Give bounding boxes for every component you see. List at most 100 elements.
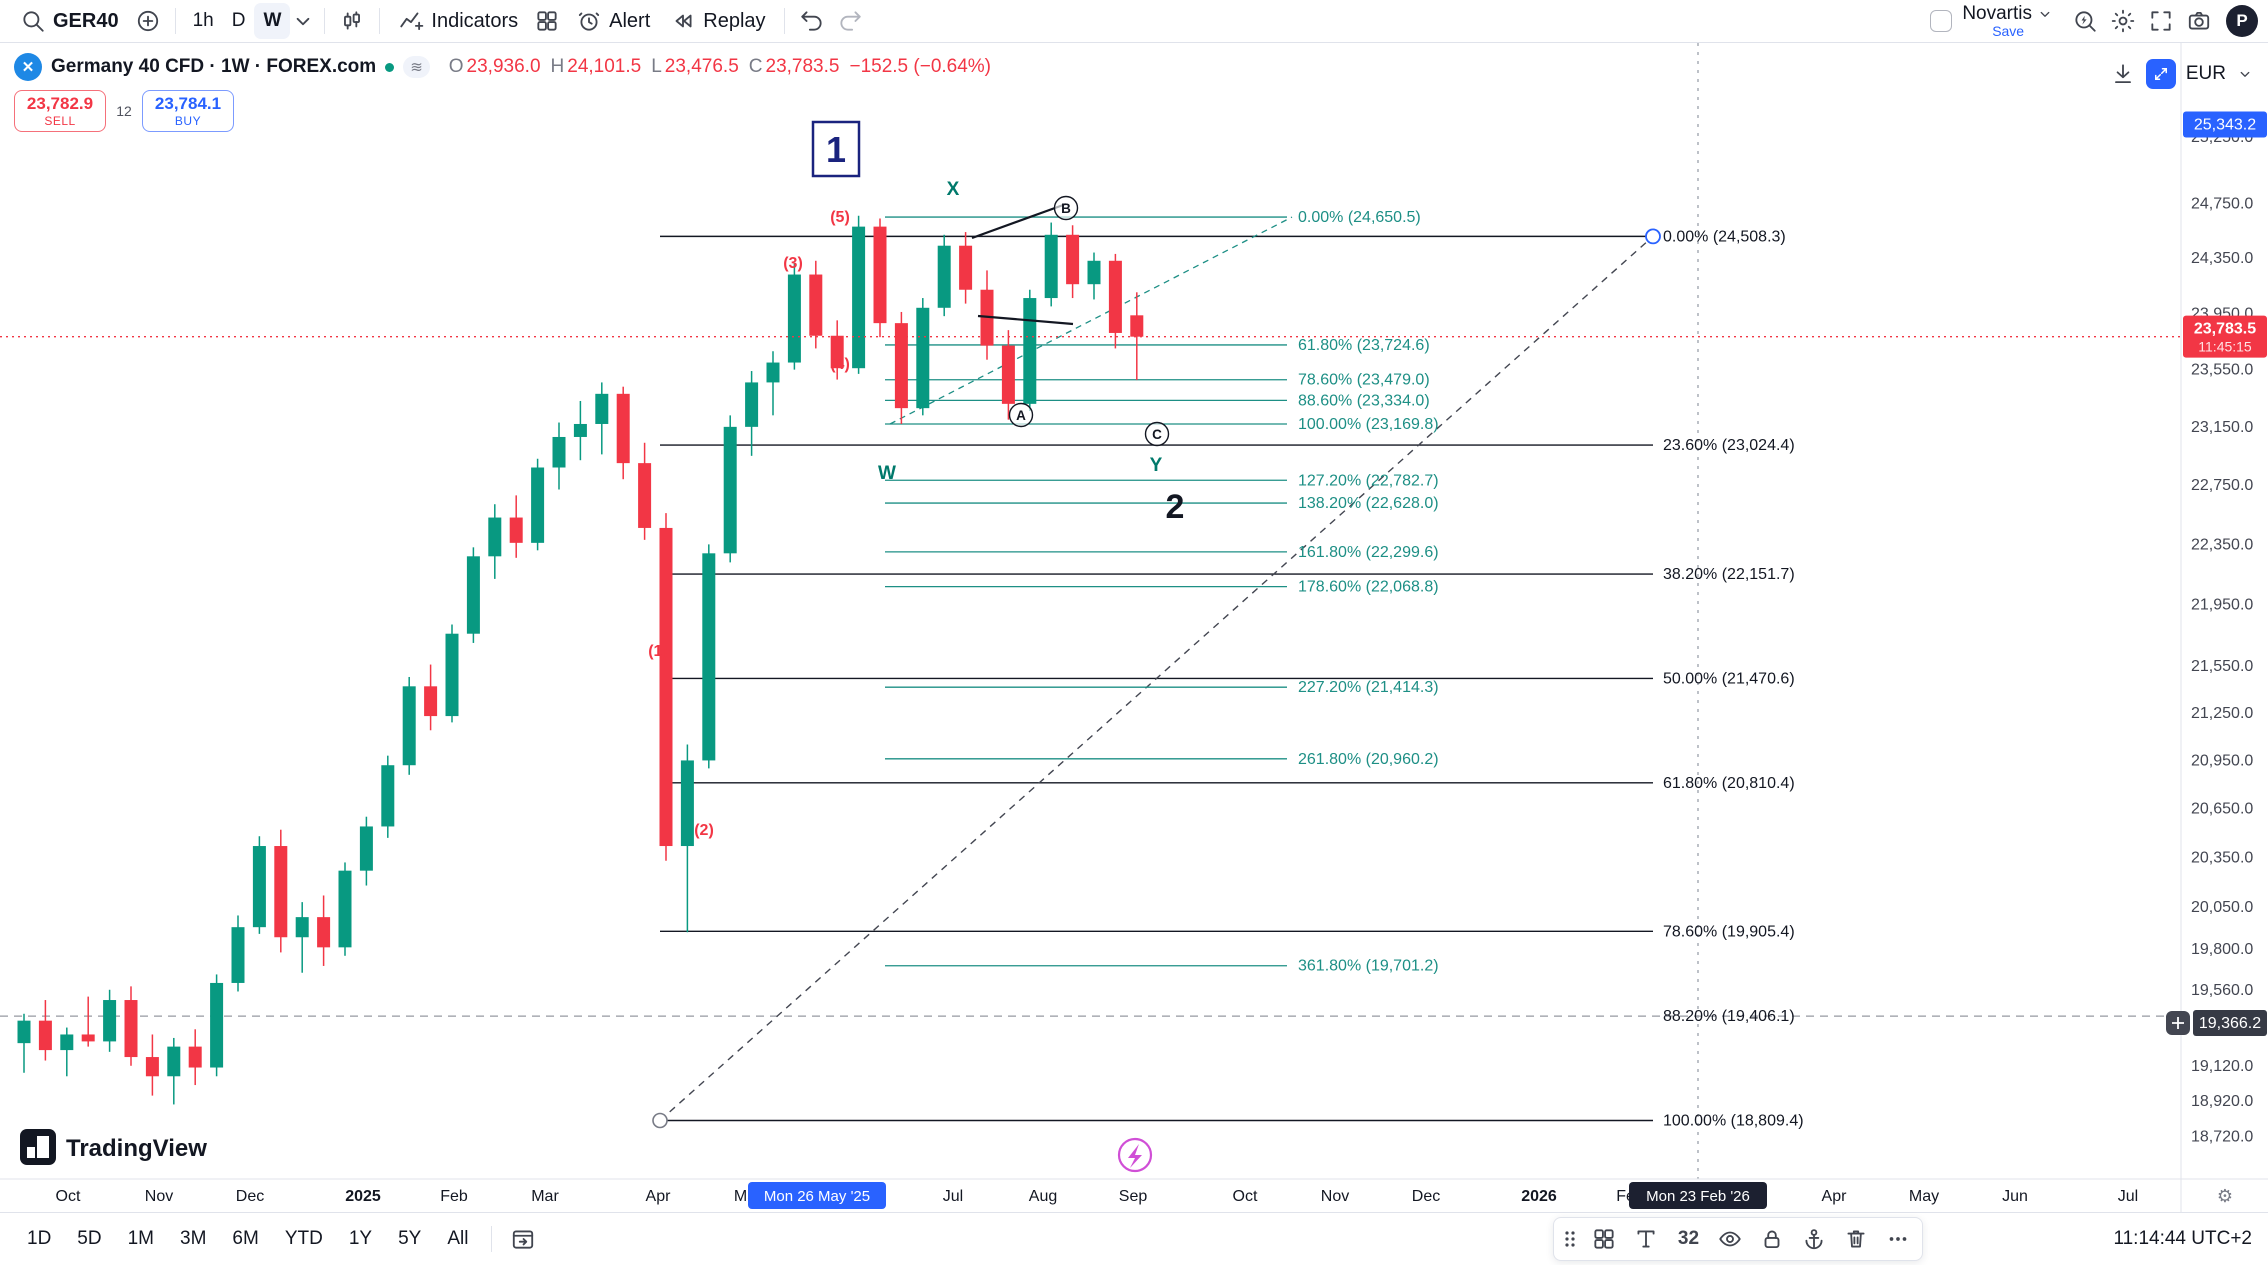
range-button-6m[interactable]: 6M	[221, 1222, 269, 1256]
candle-body	[723, 426, 737, 554]
candle-body	[852, 226, 866, 369]
chevron-down-icon[interactable]	[2236, 65, 2254, 83]
alert-button[interactable]: Alert	[566, 3, 660, 39]
price-axis[interactable]: 25,250.024,750.024,350.023,950.023,550.0…	[2166, 43, 2268, 1212]
fib-anchor-handle[interactable]	[652, 1112, 668, 1129]
time-tick: Aug	[1029, 1188, 1057, 1205]
symbol-search-button[interactable]: GER40	[10, 3, 129, 39]
timeframe-1d-button[interactable]: D	[223, 3, 255, 39]
range-button-1y[interactable]: 1Y	[338, 1222, 383, 1256]
user-avatar[interactable]: P	[2226, 5, 2258, 37]
wave-label-red[interactable]: (4)	[830, 356, 850, 373]
template-button[interactable]	[1584, 1220, 1624, 1258]
snapshot-button[interactable]	[2180, 3, 2218, 39]
range-button-ytd[interactable]: YTD	[274, 1222, 334, 1256]
candle-body	[445, 633, 459, 717]
candle-body	[124, 1000, 138, 1058]
lightning-icon[interactable]	[1117, 1137, 1153, 1173]
redo-button[interactable]	[831, 3, 869, 39]
wave-label-red[interactable]: (3)	[783, 255, 803, 272]
fib-retracement-dark[interactable]: 0.00% (24,508.3) 23.60% (23,024.4) 38.20% …	[0, 228, 2181, 1129]
range-button-all[interactable]: All	[436, 1222, 479, 1256]
wave-label-teal[interactable]: X	[947, 179, 960, 200]
save-button[interactable]: Save	[1992, 23, 2025, 39]
range-button-5d[interactable]: 5D	[66, 1222, 112, 1256]
open-value: 23,936.0	[466, 56, 541, 77]
fib-retracement-teal[interactable]: 0.00% (24,650.5) 61.80% (23,724.6) 78.60% …	[885, 209, 1439, 975]
indicator-templates-button[interactable]	[528, 3, 566, 39]
market-status-dot-icon	[385, 62, 395, 72]
alarm-clock-icon	[578, 12, 600, 31]
search-icon	[23, 11, 44, 32]
price-tick: 19,560.0	[2191, 982, 2253, 999]
fib-anchor-handle[interactable]	[1645, 228, 1661, 245]
anchor-button[interactable]	[1794, 1220, 1834, 1258]
compare-add-button[interactable]	[129, 3, 167, 39]
trend-lines[interactable]	[971, 202, 1074, 326]
time-tick: May	[1909, 1188, 1939, 1205]
symbol-logo[interactable]: ✕	[14, 53, 42, 81]
wave-label-red[interactable]: (1)	[648, 643, 668, 660]
candle-body	[402, 686, 416, 766]
fullscreen-button[interactable]	[2142, 3, 2180, 39]
timeframe-1h-button[interactable]: 1h	[184, 3, 223, 39]
range-button-1m[interactable]: 1M	[117, 1222, 165, 1256]
currency-label[interactable]: EUR	[2185, 63, 2226, 84]
goto-date-button[interactable]	[504, 1221, 542, 1257]
circled-letter[interactable]	[1008, 402, 1034, 428]
chart-type-button[interactable]	[333, 3, 371, 39]
svg-text:Mon 26 May '25: Mon 26 May '25	[764, 1188, 870, 1205]
range-button-3m[interactable]: 3M	[169, 1222, 217, 1256]
text-style-button[interactable]	[1626, 1220, 1666, 1258]
wave-label-teal[interactable]: Y	[1150, 455, 1163, 476]
chart-canvas[interactable]: 0.00% (24,508.3) 23.60% (23,024.4) 38.20% …	[0, 43, 2268, 1212]
fib-teal-label: 78.60% (23,479.0)	[1298, 372, 1430, 389]
big-label-2[interactable]: 2	[1166, 488, 1185, 526]
indicators-button[interactable]: Indicators	[388, 3, 528, 39]
layout-select-checkbox[interactable]	[1930, 10, 1953, 32]
price-tick: 18,920.0	[2191, 1093, 2253, 1110]
expand-view-button[interactable]	[2145, 59, 2176, 89]
candle-body	[167, 1046, 181, 1077]
wave-label-red[interactable]: (2)	[694, 822, 714, 839]
bottom-toolbar: 1D 5D 1M 3M 6M YTD 1Y 5Y All 32	[0, 1212, 2268, 1265]
candle-body	[638, 463, 652, 528]
symbol-title[interactable]: Germany 40 CFD · 1W · FOREX.com	[51, 56, 377, 77]
replay-button[interactable]: Replay	[660, 3, 775, 39]
time-axis-settings-gear-icon[interactable]: ⚙	[2217, 1186, 2233, 1206]
quick-search-button[interactable]	[2066, 3, 2104, 39]
price-tick: 18,720.0	[2191, 1128, 2253, 1145]
time-axis[interactable]: Oct Nov Dec 2025 Feb Mar Apr May Jul Aug Sep Oct Nov…	[0, 1178, 2268, 1209]
settings-button[interactable]	[2104, 3, 2142, 39]
timeframe-1w-button[interactable]: W	[254, 3, 291, 39]
font-size-button[interactable]: 32	[1668, 1220, 1708, 1258]
delete-button[interactable]	[1836, 1220, 1876, 1258]
drag-handle[interactable]	[1558, 1220, 1582, 1258]
layout-menu-button[interactable]: Novartis	[1962, 3, 2054, 25]
candle-body	[488, 517, 502, 557]
wave-label-teal[interactable]: W	[878, 463, 896, 484]
data-feed-icon[interactable]: ≋	[403, 56, 430, 78]
timeframe-menu-button[interactable]	[290, 3, 316, 39]
circled-letter[interactable]	[1144, 421, 1170, 447]
range-button-5y[interactable]: 5Y	[387, 1222, 432, 1256]
wave-label-red[interactable]: (5)	[830, 209, 850, 226]
lock-button[interactable]	[1752, 1220, 1792, 1258]
circled-letter[interactable]	[1053, 195, 1079, 221]
wave-annotations[interactable]: (1) (2) (3) (4) (5) X W Y A B C 1 2	[648, 120, 1185, 839]
low-label: L	[651, 56, 662, 77]
arrow-down-icon[interactable]	[2110, 61, 2136, 87]
date-range-bar: 1D 5D 1M 3M 6M YTD 1Y 5Y All	[16, 1221, 542, 1257]
candle-body	[317, 917, 331, 948]
toolbar-separator	[379, 8, 381, 34]
clock[interactable]: 11:14:44 UTC+2	[2113, 1228, 2252, 1249]
sell-button[interactable]: 23,782.9 SELL	[14, 90, 106, 132]
range-button-1d[interactable]: 1D	[16, 1222, 62, 1256]
layout-cluster: Novartis Save	[1962, 3, 2054, 39]
spread-value: 12	[116, 103, 132, 119]
more-options-button[interactable]	[1878, 1220, 1918, 1258]
undo-button[interactable]	[793, 3, 831, 39]
buy-button[interactable]: 23,784.1 BUY	[142, 90, 234, 132]
boxed-label-1[interactable]	[811, 120, 861, 178]
visibility-button[interactable]	[1710, 1220, 1750, 1258]
